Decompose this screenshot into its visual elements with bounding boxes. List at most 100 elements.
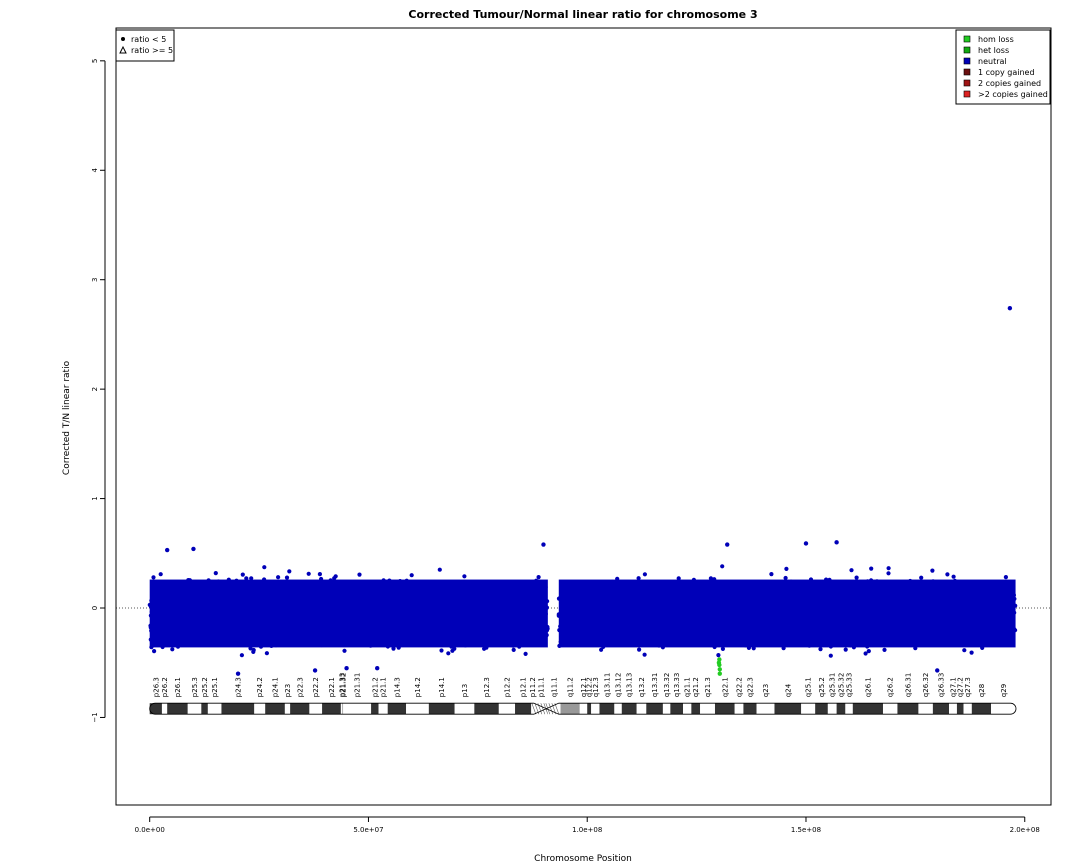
data-point bbox=[716, 653, 721, 658]
data-point bbox=[249, 576, 254, 581]
x-tick-label: 2.0e+08 bbox=[1010, 826, 1040, 834]
data-point bbox=[482, 646, 487, 651]
band-label: p24.3 bbox=[234, 677, 242, 697]
data-point bbox=[803, 541, 809, 546]
band-label: p22.3 bbox=[296, 677, 304, 697]
data-point bbox=[170, 647, 175, 652]
data-point bbox=[239, 653, 244, 658]
band-label: p26.1 bbox=[174, 677, 182, 697]
data-point bbox=[818, 647, 823, 652]
data-point bbox=[284, 575, 290, 580]
data-point bbox=[951, 574, 956, 579]
chromosome-outline bbox=[149, 702, 1017, 715]
band-q22.1 bbox=[714, 703, 735, 715]
band-label: q21.1 bbox=[684, 677, 692, 697]
band-q11.1 bbox=[547, 703, 561, 715]
band-label: q26.2 bbox=[887, 677, 895, 697]
data-point bbox=[332, 576, 337, 581]
band-q13.2 bbox=[636, 703, 647, 715]
data-point bbox=[637, 647, 642, 652]
data-point bbox=[437, 567, 442, 572]
data-point bbox=[375, 666, 380, 671]
band-p11.1 bbox=[533, 703, 548, 715]
band-label: q24 bbox=[784, 683, 792, 697]
data-point bbox=[962, 648, 967, 653]
data-point bbox=[251, 649, 256, 655]
band-label: p23 bbox=[284, 684, 292, 697]
data-point bbox=[262, 565, 267, 570]
x-tick-label: 1.5e+08 bbox=[791, 826, 821, 834]
data-point bbox=[935, 668, 940, 673]
triangle-symbol bbox=[119, 45, 127, 54]
data-points bbox=[147, 305, 1018, 676]
data-point bbox=[409, 573, 414, 578]
band-label: q27.3 bbox=[964, 677, 972, 697]
data-point bbox=[886, 571, 891, 576]
centromere-hatch bbox=[531, 703, 537, 715]
data-point bbox=[866, 649, 871, 654]
band-q13.32 bbox=[662, 703, 671, 715]
band-q25.2 bbox=[815, 703, 828, 715]
data-point bbox=[391, 646, 396, 651]
data-point bbox=[317, 572, 322, 577]
data-point bbox=[636, 576, 641, 581]
band-p14.1 bbox=[428, 703, 455, 715]
band-p21.33 bbox=[340, 703, 343, 715]
data-point bbox=[287, 569, 292, 574]
band-label: q21.2 bbox=[692, 677, 700, 697]
band-p21.32 bbox=[342, 703, 344, 715]
data-point bbox=[919, 575, 924, 580]
band-p25.3 bbox=[187, 703, 202, 715]
band-label: p14.3 bbox=[393, 677, 401, 697]
data-point bbox=[863, 651, 868, 656]
y-tick-label: 3 bbox=[91, 277, 99, 281]
data-point bbox=[439, 648, 444, 653]
band-label: q27.1 bbox=[950, 677, 958, 697]
band-q13.12 bbox=[614, 703, 622, 715]
legend-swatch bbox=[963, 68, 971, 76]
band-label: p25.3 bbox=[191, 677, 199, 697]
y-tick-label: 0 bbox=[91, 606, 99, 610]
data-point bbox=[708, 576, 714, 581]
data-point bbox=[1007, 305, 1013, 311]
band-q27.2 bbox=[956, 703, 964, 715]
y-axis: −1 0 1 2 3 4 5 bbox=[91, 59, 106, 723]
band-p12.2 bbox=[498, 703, 516, 715]
band-p22.1 bbox=[322, 703, 341, 715]
shape-legend-box bbox=[115, 29, 175, 62]
band-q13.11 bbox=[599, 703, 615, 715]
data-point bbox=[717, 667, 722, 672]
data-point bbox=[769, 572, 774, 577]
data-point bbox=[849, 568, 854, 573]
band-label: q11.2 bbox=[567, 677, 575, 697]
band-label: q25.32 bbox=[838, 673, 846, 697]
band-label: q13.11 bbox=[603, 673, 611, 697]
band-p22.2 bbox=[309, 703, 323, 715]
legend-label: 1 copy gained bbox=[978, 68, 1035, 77]
data-point bbox=[717, 671, 722, 676]
dot-symbol bbox=[121, 37, 125, 41]
x-tick-label: 5.0e+07 bbox=[353, 826, 383, 834]
data-point bbox=[312, 668, 318, 673]
x-axis: 0.0e+00 5.0e+07 1.0e+08 1.5e+08 2.0e+08 bbox=[135, 816, 1040, 834]
data-point bbox=[158, 572, 163, 577]
legend-swatch bbox=[963, 90, 971, 98]
band-p26.1 bbox=[167, 703, 188, 715]
band-label: q22.3 bbox=[747, 677, 755, 697]
band-label: p13 bbox=[461, 684, 469, 697]
band-label: p11.1 bbox=[537, 677, 545, 697]
band-p26.2 bbox=[161, 703, 168, 715]
shape-legend-label: ratio < 5 bbox=[131, 35, 166, 44]
data-point bbox=[720, 564, 725, 569]
data-point bbox=[642, 652, 647, 657]
legend-label: hom loss bbox=[978, 35, 1014, 44]
legend-swatch bbox=[963, 35, 971, 43]
y-tick-label: 5 bbox=[91, 59, 99, 63]
band-label: q13.31 bbox=[651, 673, 659, 697]
x-axis-label: Chromosome Position bbox=[534, 854, 632, 864]
data-point bbox=[725, 542, 730, 547]
copy-number-legend: hom loss het loss neutral 1 copy gained 2 co… bbox=[955, 29, 1051, 105]
data-point bbox=[244, 576, 249, 581]
band-label: q22.2 bbox=[736, 677, 744, 697]
